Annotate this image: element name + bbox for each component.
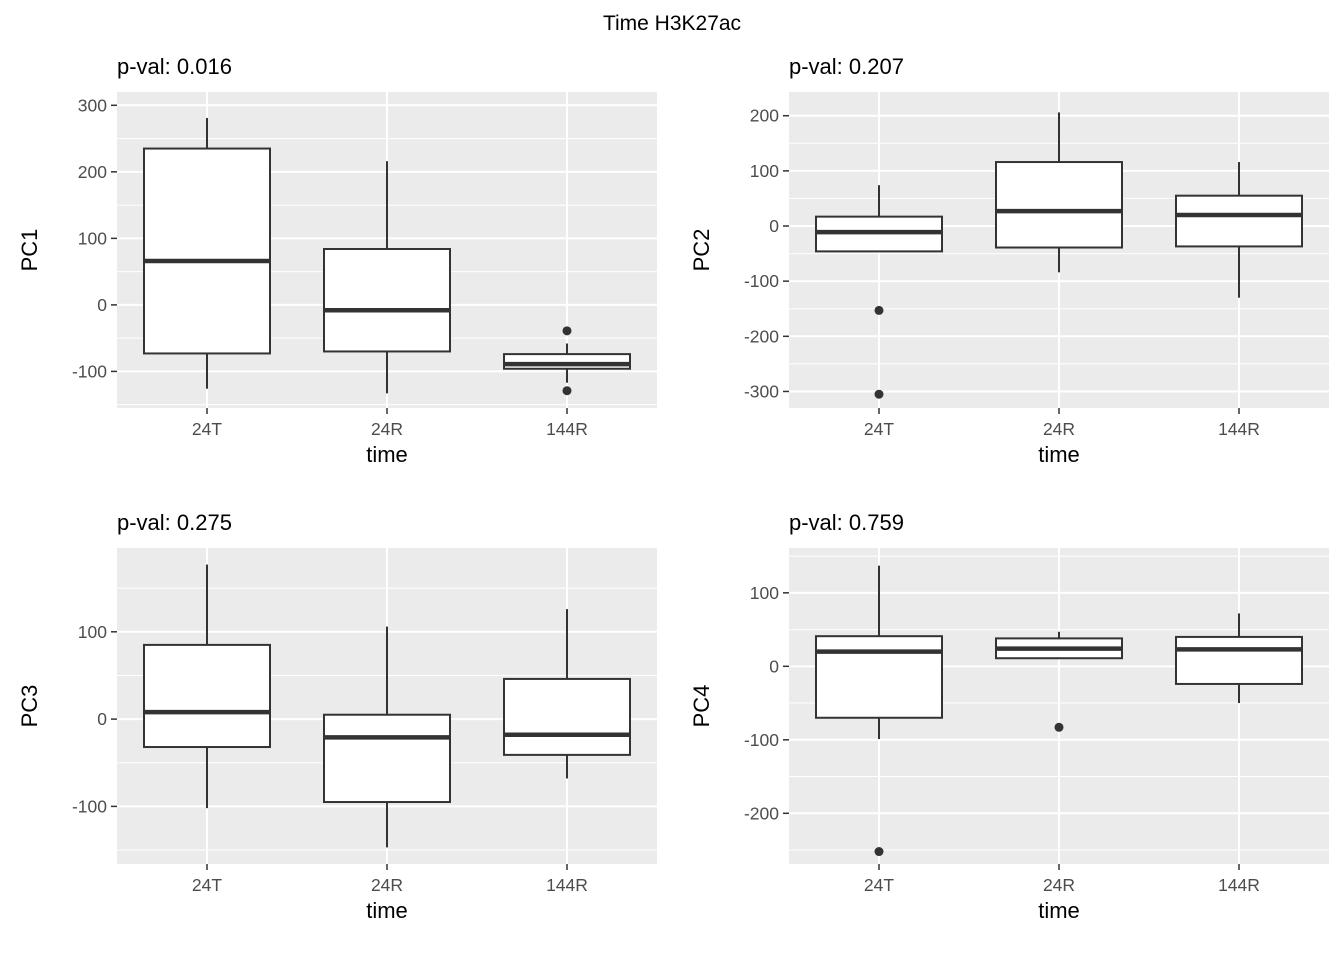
x-tick-label: 24R [371, 875, 403, 895]
y-tick-label: 100 [78, 622, 107, 642]
subplot-subtitle-pc4: p-val: 0.759 [789, 510, 904, 535]
y-tick-label: -200 [744, 326, 779, 346]
box-24T [815, 635, 943, 719]
y-tick-label: -100 [744, 730, 779, 750]
boxplot-canvas-pc2: 200 100 0 -100 -200 -300 24T 24R 144R [744, 92, 1329, 439]
outlier-point [562, 386, 572, 396]
box-24T [143, 147, 271, 355]
y-tick-label: 0 [769, 216, 779, 236]
plot-area-pc1: PC1 300 200 100 0 -100 24T 24R 144R [0, 88, 672, 440]
y-tick-label: -100 [72, 796, 107, 816]
y-tick-label: 0 [769, 656, 779, 676]
plot-area-pc2: PC2 200 100 0 -100 -200 -300 24T 24R 144R [672, 88, 1344, 440]
subplot-subtitle-pc1: p-val: 0.016 [117, 54, 232, 79]
subplot-subtitle-pc2: p-val: 0.207 [789, 54, 904, 79]
x-tick-label: 144R [546, 419, 588, 439]
box-144R [503, 677, 631, 756]
x-axis-title-pc1: time [366, 442, 408, 467]
y-tick-label: 100 [750, 583, 779, 603]
y-axis-title-pc4: PC4 [689, 684, 714, 728]
y-tick-label: -300 [744, 381, 779, 401]
outlier-point [874, 389, 884, 399]
y-tick-label: 100 [750, 161, 779, 181]
y-tick-label: 200 [78, 162, 107, 182]
y-tick-label: -100 [744, 271, 779, 291]
x-tick-label: 144R [546, 875, 588, 895]
x-tick-label: 144R [1218, 419, 1260, 439]
subplot-pc3: p-val: 0.275 PC3 100 0 -100 24T 24R 144R time [0, 494, 672, 924]
x-tick-label: 24T [864, 875, 894, 895]
boxplot-canvas-pc3: 100 0 -100 24T 24R 144R [72, 548, 657, 895]
subplot-pc2: p-val: 0.207 PC2 200 100 0 -100 -200 -300 24T 2… [672, 38, 1344, 468]
box-144R [1175, 635, 1303, 685]
y-axis-title-pc1: PC1 [17, 228, 42, 272]
x-tick-label: 24R [1043, 419, 1075, 439]
y-tick-label: 300 [78, 95, 107, 115]
box-144R [1175, 194, 1303, 248]
boxplot-canvas-pc4: 100 0 -100 -200 24T 24R 144R [744, 548, 1329, 895]
outlier-point [1054, 722, 1064, 732]
box-24T [143, 643, 271, 749]
figure: Time H3K27ac p-val: 0.016 PC1 300 200 100 0… [0, 12, 1344, 924]
plot-title: Time H3K27ac [602, 12, 742, 35]
y-tick-label: -100 [72, 361, 107, 381]
subplot-subtitle-pc3: p-val: 0.275 [117, 510, 232, 535]
x-tick-label: 24R [371, 419, 403, 439]
outlier-point [874, 847, 884, 857]
y-tick-label: -200 [744, 803, 779, 823]
box-144R [503, 353, 631, 370]
y-tick-label: 200 [750, 106, 779, 126]
x-tick-label: 24T [192, 419, 222, 439]
plot-area-pc3: PC3 100 0 -100 24T 24R 144R [0, 544, 672, 896]
outlier-point [562, 326, 572, 336]
subplot-pc1: p-val: 0.016 PC1 300 200 100 0 -100 24T 24R 144… [0, 38, 672, 468]
x-tick-label: 24T [192, 875, 222, 895]
box-24R [323, 248, 451, 353]
x-tick-label: 24T [864, 419, 894, 439]
y-axis-title-pc3: PC3 [17, 684, 42, 728]
y-axis-title-pc2: PC2 [689, 228, 714, 272]
x-tick-label: 24R [1043, 875, 1075, 895]
box-24R [323, 713, 451, 804]
x-axis-title-pc2: time [1038, 442, 1080, 467]
outlier-point [874, 305, 884, 315]
x-tick-label: 144R [1218, 875, 1260, 895]
y-tick-label: 100 [78, 228, 107, 248]
x-axis-title-pc4: time [1038, 898, 1080, 923]
box-24R [995, 161, 1123, 249]
x-axis-title-pc3: time [366, 898, 408, 923]
plot-area-pc4: PC4 100 0 -100 -200 24T 24R 144R [672, 544, 1344, 896]
boxplot-canvas-pc1: 300 200 100 0 -100 24T 24R 144R [72, 92, 657, 439]
subplot-pc4: p-val: 0.759 PC4 100 0 -100 -200 24T 24R 144R … [672, 494, 1344, 924]
y-tick-label: 0 [97, 295, 107, 315]
y-tick-label: 0 [97, 709, 107, 729]
subplot-grid: p-val: 0.016 PC1 300 200 100 0 -100 24T 24R 144… [0, 38, 1344, 924]
